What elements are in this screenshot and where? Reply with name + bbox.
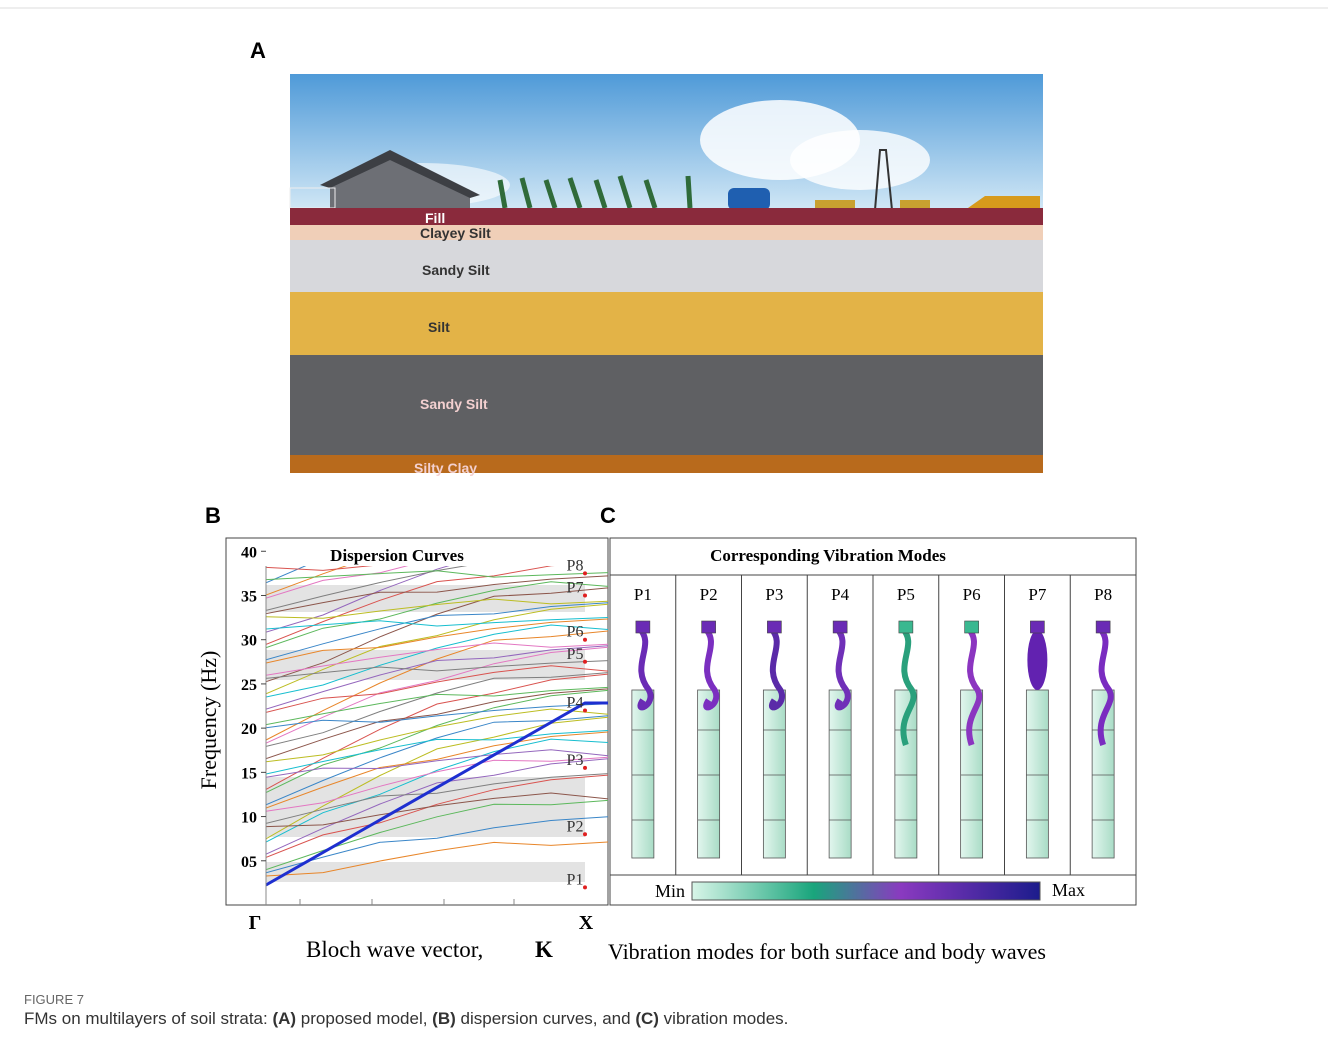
band-gap [266, 862, 585, 882]
mode-marker [583, 885, 587, 889]
pile-cap [965, 621, 979, 633]
page: A Fill Clayey Silt Sandy Silt Silt Sandy… [0, 0, 1328, 1050]
pile [829, 690, 851, 858]
layer-label: Sandy Silt [420, 396, 488, 412]
scale-min: Min [655, 881, 685, 901]
mode-header: P4 [831, 585, 849, 604]
mode-label: P2 [567, 818, 584, 835]
caption-part: proposed model, [296, 1009, 432, 1028]
mode-label: P7 [567, 579, 584, 596]
y-tick-label: 30 [241, 633, 257, 650]
pile-cap [702, 621, 716, 633]
layer [290, 208, 1043, 225]
pile-cap [899, 621, 913, 633]
pile-cap [636, 621, 650, 633]
layer [290, 455, 1043, 473]
mode-header: P3 [765, 585, 783, 604]
figure-number: FIGURE 7 [24, 992, 84, 1007]
pile [698, 690, 720, 858]
mode-header: P5 [897, 585, 915, 604]
mode-label: P3 [567, 752, 584, 769]
caption-part: dispersion curves, and [456, 1009, 636, 1028]
x-start: Γ [249, 912, 262, 934]
pile [763, 690, 785, 858]
pile-cap [1096, 621, 1110, 633]
band-gap [266, 650, 585, 680]
y-tick-label: 35 [241, 588, 257, 605]
soil-model: Fill Clayey Silt Sandy Silt Silt Sandy S… [290, 74, 1043, 476]
pile-cap [1030, 621, 1044, 633]
y-tick-label: 25 [241, 677, 257, 694]
mode-marker [583, 593, 587, 597]
layer-label: Sandy Silt [422, 262, 490, 278]
mode-marker [583, 571, 587, 575]
mode-marker [583, 766, 587, 770]
layer-label: Silt [428, 319, 450, 335]
caption-part: vibration modes. [659, 1009, 788, 1028]
pile-cap [833, 621, 847, 633]
layer-label: Fill [425, 210, 445, 226]
layer [290, 355, 1043, 455]
mode-header: P7 [1028, 585, 1046, 604]
mode-header: P6 [963, 585, 981, 604]
caption-part: (A) [272, 1009, 296, 1028]
scale-max: Max [1052, 880, 1085, 900]
modes-title: Corresponding Vibration Modes [710, 546, 946, 565]
pile [632, 690, 654, 858]
panel-label: A [250, 38, 266, 63]
mode-marker [583, 832, 587, 836]
mode-marker [583, 708, 587, 712]
mode-header: P2 [700, 585, 718, 604]
pile-cap [767, 621, 781, 633]
mode-label: P5 [567, 646, 584, 663]
y-tick-label: 20 [241, 721, 257, 738]
truck [728, 188, 770, 210]
caption-part: FMs on multilayers of soil strata: [24, 1009, 272, 1028]
y-tick-label: 10 [241, 810, 257, 827]
band-gap [266, 777, 585, 837]
mode-header: P8 [1094, 585, 1112, 604]
layer-label: Clayey Silt [420, 225, 491, 241]
mode-marker [583, 638, 587, 642]
mode-label: P6 [567, 624, 584, 641]
caption-part: (C) [635, 1009, 659, 1028]
caption: FMs on multilayers of soil strata: (A) p… [24, 1009, 788, 1028]
layer [290, 292, 1043, 355]
figure: A Fill Clayey Silt Sandy Silt Silt Sandy… [0, 0, 1328, 1050]
color-bar [692, 882, 1040, 900]
mode-label: P4 [567, 694, 584, 711]
x-axis-label: Bloch wave vector, [306, 937, 483, 962]
mode-marker [583, 660, 587, 664]
y-tick-label: 40 [241, 544, 257, 561]
panel-label: B [205, 503, 221, 528]
mode-label: P1 [567, 871, 584, 888]
panel-label: C [600, 503, 616, 528]
mode-shape [1027, 630, 1047, 690]
mode-label: P8 [567, 557, 584, 574]
x-axis-symbol: K [535, 937, 553, 962]
x-end: X [579, 912, 594, 934]
caption-part: (B) [432, 1009, 456, 1028]
layer [290, 225, 1043, 240]
layer [290, 240, 1043, 292]
plot-title: Dispersion Curves [330, 546, 464, 565]
pile [1026, 690, 1048, 858]
cloud [790, 130, 930, 190]
y-axis-label: Frequency (Hz) [196, 651, 221, 790]
mode-header: P1 [634, 585, 652, 604]
layer-label: Silty Clay [414, 460, 477, 476]
y-tick-label: 05 [241, 854, 257, 871]
modes-caption: Vibration modes for both surface and bod… [608, 939, 1046, 964]
y-tick-label: 15 [241, 765, 257, 782]
